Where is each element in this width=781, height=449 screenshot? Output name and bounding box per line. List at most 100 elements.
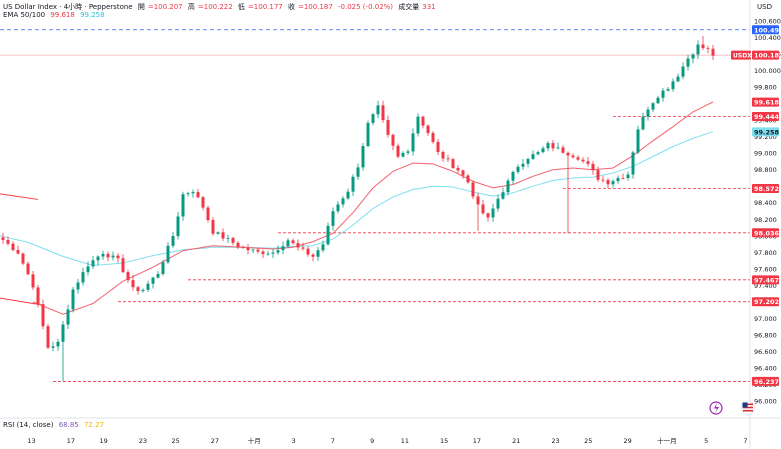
candle-body[interactable]: [176, 216, 180, 237]
candle-body[interactable]: [111, 255, 115, 258]
candle-body[interactable]: [136, 287, 140, 292]
candle-body[interactable]: [96, 256, 100, 261]
candle-body[interactable]: [51, 346, 55, 348]
candle-body[interactable]: [321, 244, 325, 251]
candle-body[interactable]: [621, 178, 625, 179]
candle-body[interactable]: [71, 289, 75, 310]
candle-body[interactable]: [401, 152, 405, 157]
candle-body[interactable]: [526, 159, 530, 164]
candle-body[interactable]: [216, 232, 220, 234]
candle-body[interactable]: [501, 192, 505, 199]
candle-body[interactable]: [561, 147, 565, 153]
candle-body[interactable]: [181, 194, 185, 217]
candle-body[interactable]: [691, 54, 695, 59]
candle-body[interactable]: [536, 152, 540, 155]
flash-icon[interactable]: [709, 401, 723, 415]
candle-body[interactable]: [696, 44, 700, 55]
candle-body[interactable]: [356, 167, 360, 177]
candle-body[interactable]: [641, 116, 645, 130]
candle-body[interactable]: [276, 250, 280, 253]
candle-body[interactable]: [651, 103, 655, 110]
candle-body[interactable]: [611, 181, 615, 185]
candle-body[interactable]: [461, 170, 465, 176]
candle-body[interactable]: [391, 134, 395, 146]
candle-body[interactable]: [291, 240, 295, 244]
candle-body[interactable]: [661, 90, 665, 98]
candle-body[interactable]: [451, 159, 455, 169]
candle-body[interactable]: [201, 197, 205, 208]
economic-calendar-flag-icon[interactable]: [741, 401, 755, 415]
candle-body[interactable]: [261, 251, 265, 255]
candle-body[interactable]: [491, 208, 495, 218]
candle-body[interactable]: [206, 207, 210, 221]
candle-body[interactable]: [551, 143, 555, 149]
candle-body[interactable]: [166, 245, 170, 263]
candle-body[interactable]: [241, 246, 245, 248]
candle-body[interactable]: [191, 192, 195, 194]
candle-body[interactable]: [706, 48, 710, 49]
candle-body[interactable]: [76, 282, 80, 290]
candle-body[interactable]: [286, 240, 290, 247]
candle-body[interactable]: [81, 272, 85, 283]
candle-body[interactable]: [151, 277, 155, 284]
trend-segment-line[interactable]: [0, 297, 44, 306]
candle-body[interactable]: [46, 326, 50, 348]
candle-body[interactable]: [416, 116, 420, 134]
candle-body[interactable]: [681, 66, 685, 77]
candle-body[interactable]: [116, 255, 120, 259]
ema-legend-row[interactable]: EMA 50/100 99.618 99.258: [3, 11, 108, 19]
candle-body[interactable]: [411, 133, 415, 152]
candle-body[interactable]: [6, 239, 10, 244]
candle-body[interactable]: [121, 258, 125, 273]
candle-body[interactable]: [566, 152, 570, 156]
candle-body[interactable]: [481, 204, 485, 214]
candle-body[interactable]: [646, 109, 650, 117]
candle-body[interactable]: [251, 249, 255, 251]
candle-body[interactable]: [351, 176, 355, 192]
candle-body[interactable]: [66, 309, 70, 325]
candle-body[interactable]: [541, 148, 545, 153]
candle-body[interactable]: [341, 198, 345, 205]
candle-body[interactable]: [86, 266, 90, 273]
candle-body[interactable]: [1, 237, 5, 240]
candle-body[interactable]: [431, 133, 435, 142]
candle-body[interactable]: [591, 163, 595, 171]
candle-body[interactable]: [311, 254, 315, 257]
candle-body[interactable]: [281, 246, 285, 251]
candle-body[interactable]: [21, 253, 25, 264]
candle-body[interactable]: [546, 143, 550, 149]
candle-body[interactable]: [441, 151, 445, 159]
candle-body[interactable]: [381, 105, 385, 121]
trend-segment-line[interactable]: [0, 193, 39, 200]
candle-body[interactable]: [636, 129, 640, 153]
candle-body[interactable]: [131, 280, 135, 288]
candle-body[interactable]: [296, 243, 300, 248]
candle-body[interactable]: [101, 253, 105, 257]
candle-body[interactable]: [226, 238, 230, 239]
candle-body[interactable]: [366, 122, 370, 147]
candle-body[interactable]: [141, 289, 145, 292]
candle-body[interactable]: [266, 253, 270, 255]
symbol-title[interactable]: US Dollar Index · 4小時 · Pepperstone: [3, 3, 133, 11]
candle-body[interactable]: [106, 253, 110, 258]
candle-body[interactable]: [26, 263, 30, 275]
candle-body[interactable]: [556, 147, 560, 149]
candle-body[interactable]: [301, 247, 305, 249]
candle-body[interactable]: [581, 159, 585, 162]
candle-body[interactable]: [11, 243, 15, 251]
candle-body[interactable]: [41, 304, 45, 327]
candle-body[interactable]: [306, 248, 310, 255]
candle-body[interactable]: [161, 262, 165, 275]
candle-body[interactable]: [586, 161, 590, 164]
candle-body[interactable]: [376, 105, 380, 115]
candle-body[interactable]: [576, 157, 580, 160]
candle-body[interactable]: [186, 193, 190, 195]
candle-body[interactable]: [446, 158, 450, 160]
candle-body[interactable]: [666, 89, 670, 91]
candle-body[interactable]: [16, 250, 20, 254]
candle-body[interactable]: [506, 180, 510, 193]
candle-body[interactable]: [91, 260, 95, 267]
candle-body[interactable]: [406, 151, 410, 153]
candle-body[interactable]: [31, 274, 35, 288]
